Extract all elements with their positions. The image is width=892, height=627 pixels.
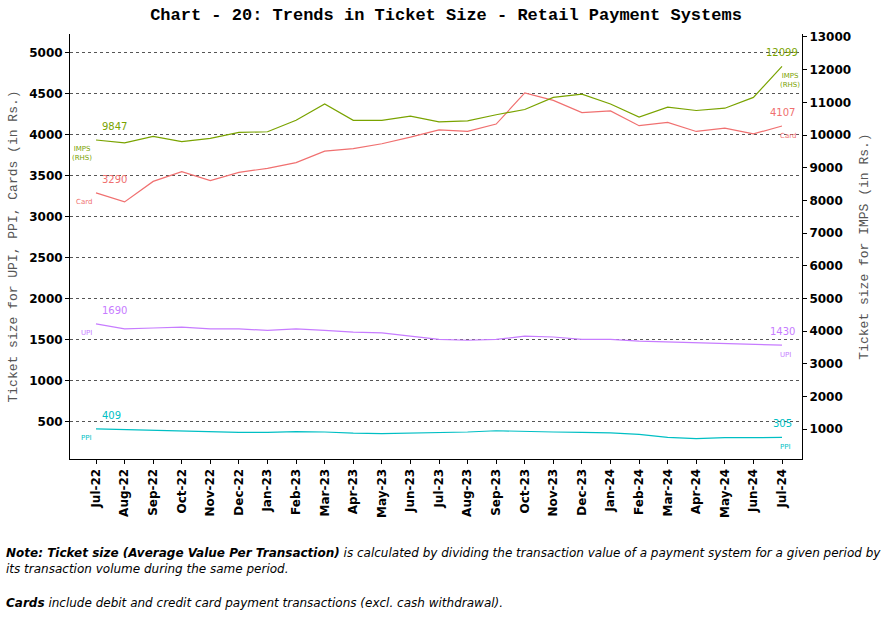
svg-text:1430: 1430 bbox=[770, 326, 795, 337]
svg-text:9000: 9000 bbox=[809, 161, 842, 175]
svg-text:Dec-23: Dec-23 bbox=[575, 469, 589, 516]
svg-text:UPI: UPI bbox=[81, 329, 92, 337]
svg-text:305: 305 bbox=[773, 418, 792, 429]
svg-text:Card: Card bbox=[780, 132, 796, 140]
svg-text:5000: 5000 bbox=[809, 292, 842, 306]
svg-text:May-23: May-23 bbox=[375, 469, 389, 518]
svg-text:4000: 4000 bbox=[29, 128, 62, 142]
svg-text:5000: 5000 bbox=[29, 46, 62, 60]
svg-text:8000: 8000 bbox=[809, 194, 842, 208]
svg-text:2000: 2000 bbox=[29, 292, 62, 306]
svg-text:Sep-23: Sep-23 bbox=[489, 469, 503, 516]
svg-text:Dec-22: Dec-22 bbox=[232, 469, 246, 516]
svg-text:Apr-24: Apr-24 bbox=[689, 469, 703, 514]
svg-text:Jul-23: Jul-23 bbox=[432, 469, 446, 509]
svg-text:3500: 3500 bbox=[29, 169, 62, 183]
svg-text:1000: 1000 bbox=[809, 422, 842, 436]
svg-text:Jul-24: Jul-24 bbox=[775, 469, 789, 509]
svg-text:1690: 1690 bbox=[102, 305, 127, 316]
svg-text:Oct-23: Oct-23 bbox=[518, 469, 532, 514]
svg-text:Feb-23: Feb-23 bbox=[289, 469, 303, 515]
svg-text:Oct-22: Oct-22 bbox=[175, 469, 189, 514]
svg-text:12000: 12000 bbox=[809, 63, 851, 77]
svg-text:10000: 10000 bbox=[809, 128, 851, 142]
svg-text:7000: 7000 bbox=[809, 226, 842, 240]
svg-text:Jul-22: Jul-22 bbox=[89, 469, 103, 509]
svg-text:Chart - 20: Trends in Ticket S: Chart - 20: Trends in Ticket Size - Reta… bbox=[150, 6, 742, 25]
svg-text:2500: 2500 bbox=[29, 251, 62, 265]
svg-text:Jan-23: Jan-23 bbox=[260, 469, 274, 513]
svg-text:9847: 9847 bbox=[102, 121, 127, 132]
svg-text:4500: 4500 bbox=[29, 87, 62, 101]
svg-text:Apr-23: Apr-23 bbox=[346, 469, 360, 514]
svg-text:4000: 4000 bbox=[809, 324, 842, 338]
svg-text:Ticket size for UPI, PPI, Card: Ticket size for UPI, PPI, Cards (in Rs.) bbox=[6, 90, 21, 402]
svg-text:2000: 2000 bbox=[809, 390, 842, 404]
svg-text:4107: 4107 bbox=[770, 107, 795, 118]
svg-text:409: 409 bbox=[102, 410, 121, 421]
svg-text:Mar-24: Mar-24 bbox=[661, 469, 675, 517]
html-text:Cards include debit and credit: Cards include debit and credit card paym… bbox=[6, 596, 504, 610]
svg-text:PPI: PPI bbox=[780, 443, 791, 451]
svg-text:IMPS(RHS): IMPS(RHS) bbox=[780, 72, 800, 89]
svg-text:3000: 3000 bbox=[809, 357, 842, 371]
svg-text:6000: 6000 bbox=[809, 259, 842, 273]
svg-text:11000: 11000 bbox=[809, 96, 851, 110]
svg-text:3290: 3290 bbox=[102, 174, 127, 185]
svg-text:Card: Card bbox=[76, 198, 92, 206]
svg-text:1000: 1000 bbox=[29, 374, 62, 388]
svg-text:Feb-24: Feb-24 bbox=[632, 469, 646, 515]
svg-text:Aug-22: Aug-22 bbox=[117, 469, 131, 517]
svg-text:Jun-23: Jun-23 bbox=[403, 469, 417, 513]
svg-text:12099: 12099 bbox=[766, 47, 798, 58]
svg-text:3000: 3000 bbox=[29, 210, 62, 224]
svg-text:Jan-24: Jan-24 bbox=[603, 469, 617, 513]
html-text:Note: Ticket size (Average Val: Note: Ticket size (Average Value Per Tra… bbox=[6, 546, 881, 576]
svg-text:PPI: PPI bbox=[81, 434, 92, 442]
svg-text:UPI: UPI bbox=[780, 351, 791, 359]
svg-text:1500: 1500 bbox=[29, 333, 62, 347]
svg-text:Nov-23: Nov-23 bbox=[546, 469, 560, 517]
svg-text:Jun-24: Jun-24 bbox=[746, 469, 760, 513]
svg-text:500: 500 bbox=[38, 415, 63, 429]
svg-text:IMPS(RHS): IMPS(RHS) bbox=[72, 145, 92, 162]
svg-text:13000: 13000 bbox=[809, 30, 851, 44]
svg-text:Sep-22: Sep-22 bbox=[146, 469, 160, 516]
svg-text:Mar-23: Mar-23 bbox=[318, 469, 332, 517]
svg-text:Nov-22: Nov-22 bbox=[203, 469, 217, 517]
svg-text:Aug-23: Aug-23 bbox=[460, 469, 474, 517]
svg-text:Ticket size for IMPS (in Rs.): Ticket size for IMPS (in Rs.) bbox=[857, 133, 872, 359]
svg-text:May-24: May-24 bbox=[718, 469, 732, 518]
